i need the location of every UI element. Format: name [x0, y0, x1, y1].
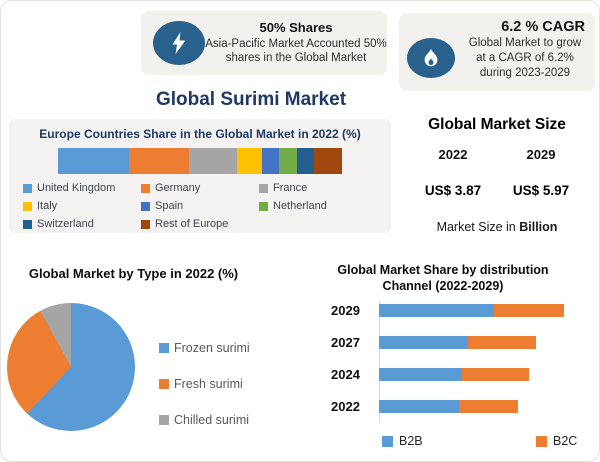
- europe-stacked-bar: [58, 148, 342, 174]
- market-size-footnote: Market Size in Billion: [436, 220, 558, 234]
- bar-segment-b2c-2027: [467, 336, 537, 349]
- bar-segment-spain: [262, 148, 280, 174]
- legend-label-switzerland: Switzerland: [37, 218, 94, 230]
- legend-swatch-rest-of-europe: [141, 219, 150, 229]
- distribution-year-label-2022: 2022: [331, 399, 360, 414]
- legend-swatch-b2c: [536, 435, 547, 447]
- cagr-line-3: during 2023-2029: [479, 66, 571, 79]
- legend-label-frozen-surimi: Frozen surimi: [174, 341, 250, 355]
- legend-label-chilled-surimi: Chilled surimi: [174, 413, 250, 427]
- bar-segment-b2b-2022: [379, 400, 459, 413]
- legend-swatch-b2b: [382, 435, 393, 447]
- bar-segment-germany: [129, 148, 189, 174]
- market-by-type-pie-chart: [7, 303, 135, 431]
- bar-segment-b2b-2027: [379, 336, 468, 349]
- shares-line-1: Asia-Pacific Market Accounted 50%: [205, 37, 387, 50]
- market-size-title: Global Market Size: [428, 116, 566, 133]
- pie-legend: Frozen surimi Fresh surimi Chilled surimi: [159, 341, 250, 427]
- market-size-value-2029: US$ 5.97: [512, 183, 570, 198]
- distribution-row-2022: 2022: [331, 399, 593, 414]
- europe-legend-item-united-kingdom: United Kingdom: [23, 181, 141, 195]
- distribution-year-label-2029: 2029: [331, 303, 360, 318]
- shares-line-2: shares in the Global Market: [225, 52, 367, 65]
- distribution-year-label-2027: 2027: [331, 335, 360, 350]
- legend-swatch-frozen-surimi: [159, 343, 169, 353]
- bar-segment-france: [188, 148, 237, 174]
- shares-title: 50% Shares: [259, 19, 333, 35]
- distribution-y-axis-line: [379, 301, 380, 423]
- legend-label-rest-of-europe: Rest of Europe: [155, 218, 229, 230]
- legend-swatch-switzerland: [23, 219, 32, 229]
- legend-label-spain: Spain: [155, 200, 184, 212]
- legend-swatch-germany: [141, 183, 150, 193]
- asia-pacific-shares-box: 50% Shares Asia-Pacific Market Accounted…: [141, 11, 387, 75]
- market-size-year-2029: 2029: [526, 147, 556, 162]
- bar-segment-b2c-2029: [493, 304, 564, 317]
- legend-label-united-kingdom: United Kingdom: [37, 182, 116, 194]
- market-size-year-2022: 2022: [438, 147, 468, 162]
- legend-swatch-netherland: [259, 201, 268, 211]
- distribution-row-2027: 2027: [331, 335, 593, 350]
- distribution-legend-item-b2c: B2C: [536, 434, 577, 448]
- legend-swatch-fresh-surimi: [159, 379, 169, 389]
- distribution-bar-chart: 2029 2027 2024 2022: [331, 303, 593, 432]
- europe-legend-item-rest-of-europe: Rest of Europe: [141, 217, 259, 231]
- legend-swatch-chilled-surimi: [159, 415, 169, 425]
- europe-chart-title: Europe Countries Share in the Global Mar…: [39, 127, 361, 141]
- europe-legend-item-italy: Italy: [23, 199, 141, 213]
- bar-segment-b2b-2029: [379, 304, 494, 317]
- bar-segment-b2c-2022: [458, 400, 518, 413]
- distribution-year-label-2024: 2024: [331, 367, 360, 382]
- market-size-panel: Global Market Size 2022 2029 US$ 3.87 US…: [401, 116, 593, 234]
- legend-label-netherland: Netherland: [273, 200, 327, 212]
- bar-segment-rest-of-europe: [313, 148, 342, 174]
- europe-share-panel: Europe Countries Share in the Global Mar…: [9, 119, 391, 233]
- bar-segment-united-kingdom: [58, 148, 129, 174]
- bar-segment-netherland: [279, 148, 297, 174]
- bar-segment-b2b-2024: [379, 368, 463, 381]
- distribution-row-2029: 2029: [331, 303, 593, 318]
- bar-segment-italy: [236, 148, 263, 174]
- cagr-title: 6.2 % CAGR: [501, 19, 585, 35]
- lightning-icon: [153, 21, 205, 65]
- distribution-legend-item-b2b: B2B: [382, 434, 423, 448]
- legend-label-fresh-surimi: Fresh surimi: [174, 377, 243, 391]
- pie-chart-title: Global Market by Type in 2022 (%): [28, 266, 239, 281]
- cagr-line-1: Global Market to grow: [468, 37, 582, 49]
- distribution-chart-title: Global Market Share by distribution Chan…: [337, 263, 549, 294]
- legend-label-italy: Italy: [37, 200, 58, 212]
- europe-legend: United Kingdom Germany France Italy Spain Net…: [23, 181, 391, 231]
- pie-legend-item-chilled-surimi: Chilled surimi: [159, 413, 250, 427]
- bar-segment-b2c-2024: [462, 368, 529, 381]
- europe-legend-item-france: France: [259, 181, 377, 195]
- legend-label-b2b: B2B: [399, 434, 423, 448]
- legend-label-b2c: B2C: [553, 434, 578, 448]
- legend-label-germany: Germany: [155, 182, 201, 194]
- distribution-row-2024: 2024: [331, 367, 593, 382]
- market-size-value-2022: US$ 3.87: [424, 183, 482, 198]
- pie-legend-item-frozen-surimi: Frozen surimi: [159, 341, 250, 355]
- legend-swatch-spain: [141, 201, 150, 211]
- legend-swatch-united-kingdom: [23, 183, 32, 193]
- pie-legend-item-fresh-surimi: Fresh surimi: [159, 377, 250, 391]
- flame-icon: [407, 38, 455, 79]
- europe-legend-item-spain: Spain: [141, 199, 259, 213]
- bar-segment-switzerland: [296, 148, 314, 174]
- legend-swatch-italy: [23, 201, 32, 211]
- cagr-box: 6.2 % CAGR Global Market to grow at a CA…: [399, 13, 595, 91]
- europe-legend-item-netherland: Netherland: [259, 199, 377, 213]
- cagr-line-2: at a CAGR of 6.2%: [476, 51, 574, 64]
- europe-legend-item-germany: Germany: [141, 181, 259, 195]
- legend-label-france: France: [273, 182, 308, 194]
- europe-legend-item-switzerland: Switzerland: [23, 217, 141, 231]
- page-title: Global Surimi Market: [155, 89, 347, 110]
- legend-swatch-france: [259, 183, 268, 193]
